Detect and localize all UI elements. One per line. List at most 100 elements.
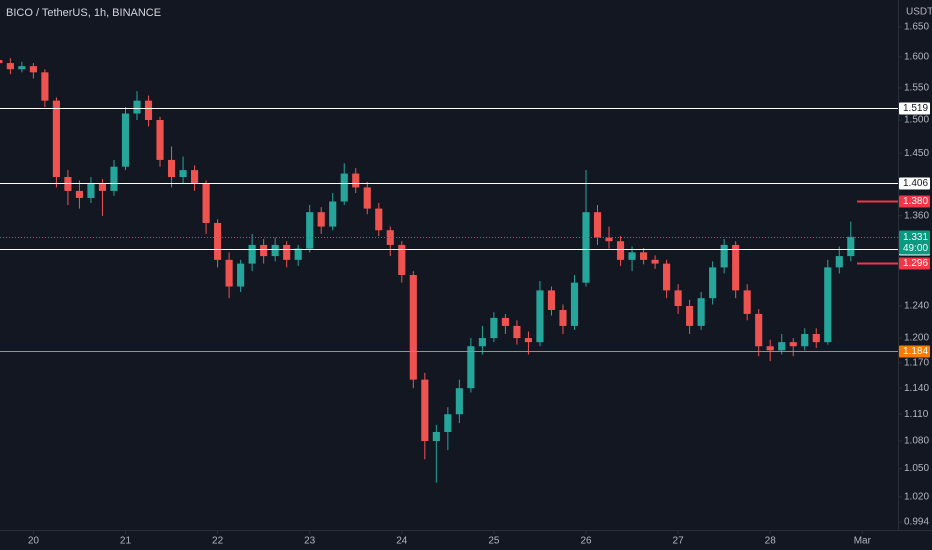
candle-body bbox=[306, 212, 314, 249]
candle-body bbox=[709, 267, 717, 299]
candle-body bbox=[121, 113, 130, 167]
candle-body bbox=[214, 222, 222, 260]
candle-body bbox=[720, 244, 728, 268]
candle-body bbox=[294, 248, 302, 260]
candle-body bbox=[628, 252, 636, 260]
candle-body bbox=[812, 333, 820, 343]
y-tick-label: 1.020 bbox=[904, 492, 929, 503]
marker-label-bg bbox=[899, 257, 930, 270]
x-tick-label: 27 bbox=[673, 536, 685, 547]
last-price-bg bbox=[899, 230, 930, 255]
candle-body bbox=[340, 173, 348, 202]
candle-body bbox=[616, 241, 625, 260]
plot-area bbox=[0, 58, 898, 483]
candle-body bbox=[363, 187, 371, 209]
candle-body bbox=[317, 212, 325, 227]
candle-body bbox=[398, 244, 406, 275]
currency-label: USDT bbox=[906, 7, 932, 18]
candle-body bbox=[766, 346, 774, 351]
last-price-label: 1.331 bbox=[903, 232, 928, 243]
level-label-bg bbox=[899, 102, 930, 115]
candle-body bbox=[547, 290, 556, 310]
candle-body bbox=[732, 244, 740, 291]
x-tick-label: Mar bbox=[854, 536, 872, 547]
level-label-bg bbox=[899, 177, 930, 190]
candle-body bbox=[686, 306, 694, 326]
countdown-label: 49:00 bbox=[903, 243, 928, 254]
x-tick-label: 26 bbox=[580, 536, 592, 547]
y-tick-label: 1.140 bbox=[904, 383, 929, 394]
candle-body bbox=[651, 259, 659, 264]
candle-body bbox=[801, 333, 809, 347]
level-label: 1.184 bbox=[903, 346, 928, 357]
x-tick-label: 20 bbox=[28, 536, 40, 547]
candle-body bbox=[501, 317, 509, 326]
candle-body bbox=[225, 259, 233, 287]
y-tick-label: 1.080 bbox=[904, 436, 929, 447]
x-tick-label: 28 bbox=[765, 536, 777, 547]
y-tick-label: 1.500 bbox=[904, 115, 929, 126]
candle-body bbox=[248, 244, 256, 264]
candle-body bbox=[237, 263, 245, 287]
level-label: 1.406 bbox=[903, 178, 928, 189]
candle-body bbox=[467, 346, 475, 389]
candle-body bbox=[271, 244, 279, 257]
y-tick-label: 1.450 bbox=[904, 148, 929, 159]
x-tick-label: 21 bbox=[120, 536, 132, 547]
candle-body bbox=[743, 290, 751, 314]
candle-body bbox=[432, 432, 440, 442]
marker-label-bg bbox=[899, 195, 930, 208]
candle-body bbox=[375, 208, 383, 231]
candle-body bbox=[824, 267, 832, 343]
candle-body bbox=[513, 325, 521, 339]
candle-body bbox=[144, 100, 153, 121]
candle-body bbox=[110, 166, 118, 191]
candle-body bbox=[421, 379, 429, 442]
candle-body bbox=[41, 72, 49, 101]
y-tick-label: 1.600 bbox=[904, 52, 929, 63]
candle-body bbox=[593, 212, 602, 238]
candle-body bbox=[455, 388, 463, 415]
level-label: 1.519 bbox=[903, 103, 928, 114]
candle-body bbox=[87, 183, 95, 198]
candle-body bbox=[202, 183, 210, 223]
candle-body bbox=[6, 63, 14, 70]
candle-body bbox=[490, 317, 498, 339]
candle-body bbox=[835, 256, 843, 268]
candle-body bbox=[559, 309, 567, 326]
y-tick-label: 0.994 bbox=[904, 517, 929, 528]
candle-body bbox=[98, 183, 107, 191]
candle-body bbox=[156, 120, 164, 160]
x-tick-label: 24 bbox=[396, 536, 408, 547]
candle-body bbox=[75, 190, 84, 198]
y-tick-label: 1.550 bbox=[904, 83, 929, 94]
level-label-bg bbox=[899, 345, 930, 358]
candle-body bbox=[663, 263, 671, 291]
candle-body bbox=[639, 252, 648, 260]
x-tick-label: 23 bbox=[304, 536, 316, 547]
candle-body bbox=[524, 338, 533, 343]
candle-body bbox=[260, 244, 268, 257]
candle-body bbox=[409, 274, 417, 380]
candle-body bbox=[444, 414, 452, 433]
marker-label: 1.296 bbox=[903, 258, 928, 269]
candle-body bbox=[167, 159, 176, 178]
marker-label: 1.380 bbox=[903, 196, 928, 207]
candle-body bbox=[478, 338, 486, 347]
candle-body bbox=[847, 236, 855, 257]
x-tick-label: 25 bbox=[488, 536, 500, 547]
x-tick-label: 22 bbox=[212, 536, 224, 547]
candle-body bbox=[352, 173, 360, 188]
candle-body bbox=[582, 212, 590, 283]
candle-body bbox=[190, 170, 199, 184]
candle-body bbox=[778, 342, 786, 351]
candle-body bbox=[697, 298, 705, 326]
candle-body bbox=[755, 313, 763, 347]
y-tick-label: 1.110 bbox=[904, 409, 929, 420]
chart-title: BICO / TetherUS, 1h, BINANCE bbox=[6, 7, 161, 19]
y-tick-label: 1.240 bbox=[904, 301, 929, 312]
candle-body bbox=[329, 201, 337, 227]
